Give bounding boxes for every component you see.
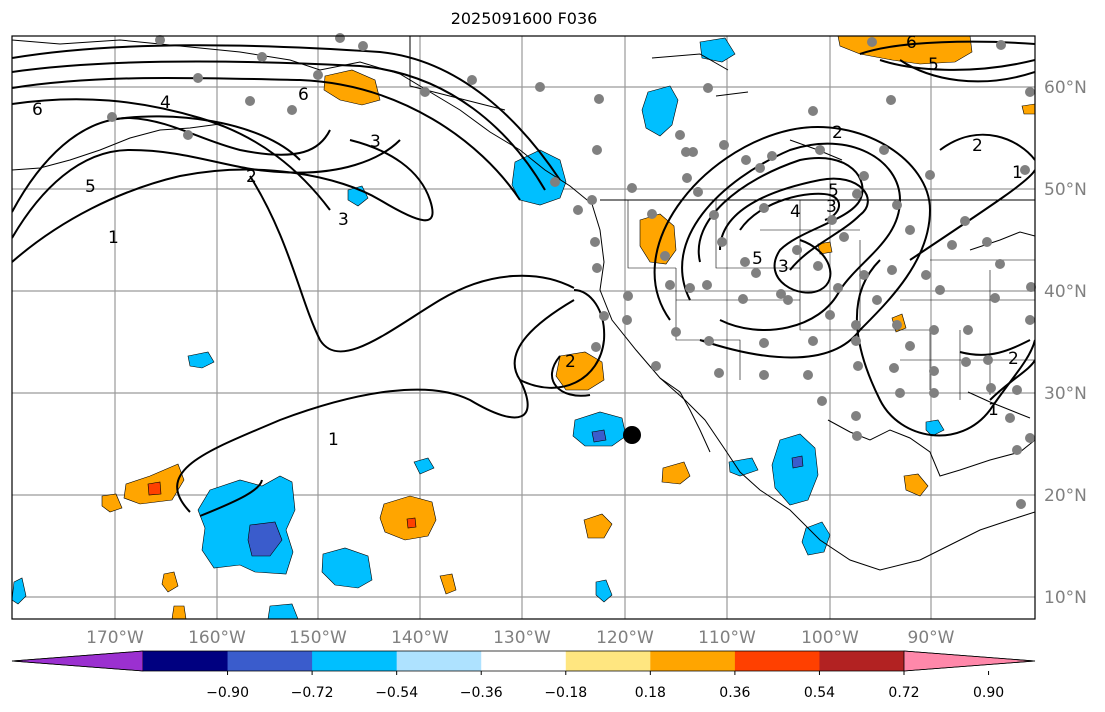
colorbar-label: −0.90	[206, 685, 249, 701]
colorbar-segment	[481, 651, 567, 671]
lon-tick: 150°W	[289, 628, 347, 648]
contour-label: 6	[906, 33, 917, 53]
contour-label: 2	[972, 136, 983, 156]
colorbar-label: −0.18	[544, 685, 587, 701]
contour-label: 2	[832, 123, 843, 143]
colorbar	[11, 650, 1036, 672]
contour-label: 6	[32, 100, 43, 120]
colorbar-segment	[650, 651, 736, 671]
lat-tick: 60°N	[1044, 78, 1087, 98]
contour-label: 5	[828, 181, 839, 201]
colorbar-outline	[11, 650, 1036, 672]
lon-tick: 130°W	[493, 628, 551, 648]
colorbar-segment	[396, 651, 482, 671]
lon-tick: 110°W	[698, 628, 756, 648]
contour-label-group: 6 4 5 6 3 2 1 3 2 3 2 1 3 5 4 5 1 2 1 2 …	[32, 33, 1023, 450]
colorbar-label: 0.72	[888, 685, 919, 701]
lat-tick: 10°N	[1044, 588, 1087, 608]
colorbar-label: 0.18	[635, 685, 666, 701]
contour-label: 3	[778, 257, 789, 277]
contour-label: 5	[928, 55, 939, 75]
contour-label: 1	[108, 228, 119, 248]
map-title: 2025091600 F036	[450, 9, 598, 28]
lat-tick: 40°N	[1044, 282, 1087, 302]
coastlines	[12, 36, 1035, 571]
lat-tick: 30°N	[1044, 384, 1087, 404]
colorbar-segment	[227, 651, 313, 671]
contour-label: 2	[246, 167, 257, 187]
lon-tick: 170°W	[86, 628, 144, 648]
latitude-ticks: 60°N 50°N 40°N 30°N 20°N 10°N	[1044, 78, 1087, 608]
contour-label: 3	[338, 210, 349, 230]
lon-tick: 90°W	[908, 628, 955, 648]
lon-tick: 100°W	[801, 628, 859, 648]
contour-label: 6	[298, 85, 309, 105]
colorbar-label: −0.72	[291, 685, 334, 701]
gridlines	[12, 36, 1035, 619]
colorbar-segment	[143, 651, 229, 671]
lon-tick: 120°W	[596, 628, 654, 648]
contour-label: 3	[826, 197, 837, 217]
lon-tick: 160°W	[188, 628, 246, 648]
contour-label: 1	[988, 400, 999, 420]
colorbar-label: 0.90	[973, 685, 1004, 701]
contour-label: 3	[370, 132, 381, 152]
state-borders	[627, 200, 1035, 400]
contour-label: 2	[565, 352, 576, 372]
longitude-ticks: 170°W 160°W 150°W 140°W 130°W 120°W 110°…	[86, 628, 955, 648]
storm-center-marker	[623, 426, 641, 444]
colorbar-extend-high	[903, 650, 1036, 672]
colorbar-segment	[734, 651, 820, 671]
contour-lines	[12, 40, 1035, 517]
contour-label: 4	[160, 93, 171, 113]
lon-tick: 140°W	[391, 628, 449, 648]
colorbar-label: 0.36	[719, 685, 750, 701]
anomaly-fills	[12, 36, 1035, 619]
colorbar-label: −0.54	[375, 685, 418, 701]
colorbar-segment	[565, 651, 651, 671]
colorbar-extend-low	[11, 650, 144, 672]
contour-label: 5	[752, 249, 763, 269]
map-frame	[11, 35, 1036, 620]
contour-label: 1	[1012, 163, 1023, 183]
contour-label: 4	[790, 202, 801, 222]
lat-tick: 50°N	[1044, 180, 1087, 200]
station-dots	[107, 33, 1036, 509]
colorbar-labels: −0.90 −0.72 −0.54 −0.36 −0.18 0.18 0.36 0.54 0.7…	[206, 671, 1004, 701]
contour-label: 5	[85, 177, 96, 197]
contour-label: 2	[1008, 349, 1019, 369]
colorbar-segment	[312, 651, 398, 671]
lat-tick: 20°N	[1044, 486, 1087, 506]
colorbar-label: 0.54	[804, 685, 835, 701]
colorbar-label: −0.36	[460, 685, 503, 701]
colorbar-segment	[819, 651, 905, 671]
contour-label: 1	[328, 430, 339, 450]
